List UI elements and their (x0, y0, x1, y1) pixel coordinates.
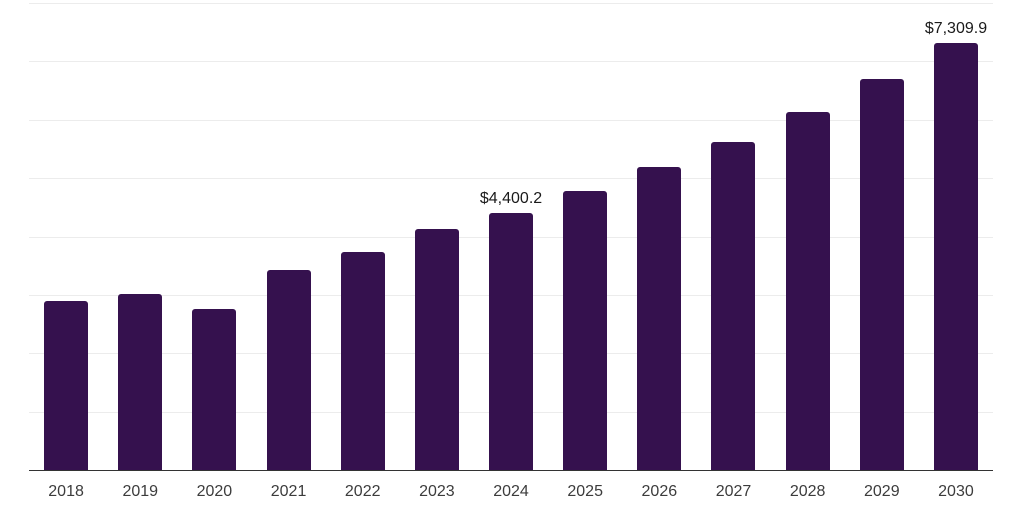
bar-slot-2025 (548, 3, 622, 470)
bar-slot-2019 (103, 3, 177, 470)
bar-2027 (711, 141, 756, 470)
bar-2028 (785, 111, 830, 470)
x-axis-label-2028: 2028 (789, 483, 826, 500)
x-axis-label-2023: 2023 (419, 483, 455, 500)
x-axis-label-2029: 2029 (864, 483, 900, 500)
gridline (29, 178, 993, 180)
bar-slot-2022 (326, 3, 400, 470)
x-axis-label-2021: 2021 (270, 483, 307, 500)
bar-slot-2026 (622, 3, 696, 470)
bar-2030 (933, 43, 978, 470)
gridline (29, 3, 993, 4)
bar-slot-2028 (771, 3, 845, 470)
bar-slot-2027 (696, 3, 770, 470)
bar-2021 (266, 270, 311, 470)
bar-2029 (859, 78, 904, 470)
bars-container: $4,400.2 $7,309.9 (29, 3, 993, 470)
gridline (29, 119, 993, 121)
bar-slot-2030: $7,309.9 (919, 3, 993, 470)
bar-2025 (563, 190, 608, 470)
bar-slot-2020 (177, 3, 251, 470)
x-axis-label-2027: 2027 (715, 483, 752, 500)
x-axis-label-2022: 2022 (344, 483, 381, 500)
x-axis-label-2030: 2030 (938, 483, 974, 500)
bar-2019 (118, 294, 163, 470)
bar-slot-2023 (400, 3, 474, 470)
value-label-2030: $7,309.9 (924, 20, 988, 38)
bar-slot-2029 (845, 3, 919, 470)
bar-slot-2021 (251, 3, 325, 470)
bar-2018 (44, 301, 89, 470)
bar-slot-2024: $4,400.2 (474, 3, 548, 470)
bar-2024 (489, 213, 534, 470)
x-axis-label-2026: 2026 (641, 483, 678, 500)
x-axis-label-2018: 2018 (48, 483, 84, 500)
x-axis-label-2020: 2020 (196, 483, 233, 500)
x-axis-labels: 2018 2019 2020 2021 2022 2023 2024 2025 2026 2027… (29, 483, 993, 501)
bar-2023 (414, 228, 459, 470)
plot-area: $4,400.2 $7,309.9 (29, 3, 993, 471)
bar-slot-2018 (29, 3, 103, 470)
bar-2026 (637, 167, 682, 470)
x-axis-label-2019: 2019 (122, 483, 159, 500)
x-axis-label-2024: 2024 (493, 483, 529, 500)
bar-2022 (340, 252, 385, 470)
x-axis-label-2025: 2025 (567, 483, 603, 500)
gridline (29, 61, 993, 63)
bar-2020 (192, 309, 237, 470)
value-label-2024: $4,400.2 (479, 190, 543, 208)
